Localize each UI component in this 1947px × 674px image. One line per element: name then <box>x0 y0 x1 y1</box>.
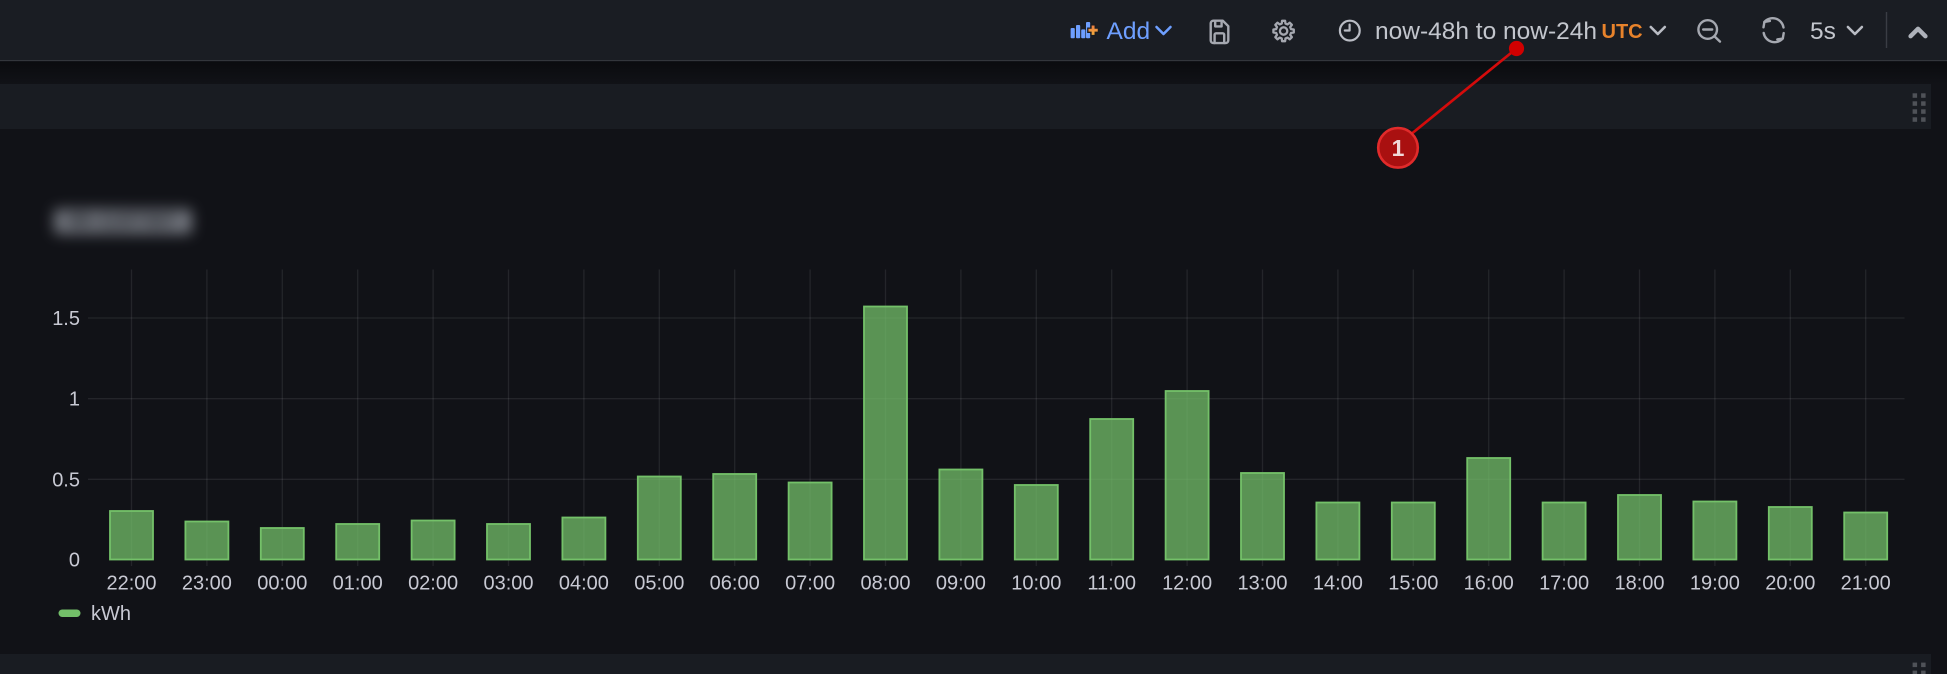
svg-text:1: 1 <box>69 389 80 411</box>
svg-text:0: 0 <box>69 550 80 572</box>
svg-text:12:00: 12:00 <box>1162 573 1212 595</box>
svg-text:06:00: 06:00 <box>710 573 760 595</box>
svg-text:17:00: 17:00 <box>1539 573 1589 595</box>
svg-text:16:00: 16:00 <box>1464 573 1514 595</box>
svg-text:22:00: 22:00 <box>106 573 156 595</box>
svg-text:02:00: 02:00 <box>408 573 458 595</box>
svg-text:1.5: 1.5 <box>52 308 80 330</box>
svg-text:08:00: 08:00 <box>860 573 910 595</box>
svg-text:11:00: 11:00 <box>1087 573 1136 595</box>
svg-text:10:00: 10:00 <box>1011 573 1061 595</box>
svg-text:0.5: 0.5 <box>52 469 80 491</box>
svg-text:15:00: 15:00 <box>1388 573 1438 595</box>
svg-text:05:00: 05:00 <box>634 573 684 595</box>
svg-text:04:00: 04:00 <box>559 573 609 595</box>
svg-text:21:00: 21:00 <box>1841 573 1891 595</box>
svg-text:18:00: 18:00 <box>1614 573 1664 595</box>
svg-text:00:00: 00:00 <box>257 573 307 595</box>
svg-text:14:00: 14:00 <box>1313 573 1363 595</box>
svg-text:23:00: 23:00 <box>182 573 232 595</box>
svg-text:1: 1 <box>1392 135 1405 161</box>
svg-text:01:00: 01:00 <box>333 573 383 595</box>
svg-text:13:00: 13:00 <box>1237 573 1287 595</box>
svg-text:kWh: kWh <box>91 603 131 625</box>
svg-text:03:00: 03:00 <box>483 573 533 595</box>
svg-text:09:00: 09:00 <box>936 573 986 595</box>
svg-text:20:00: 20:00 <box>1765 573 1815 595</box>
svg-text:19:00: 19:00 <box>1690 573 1740 595</box>
svg-text:07:00: 07:00 <box>785 573 835 595</box>
